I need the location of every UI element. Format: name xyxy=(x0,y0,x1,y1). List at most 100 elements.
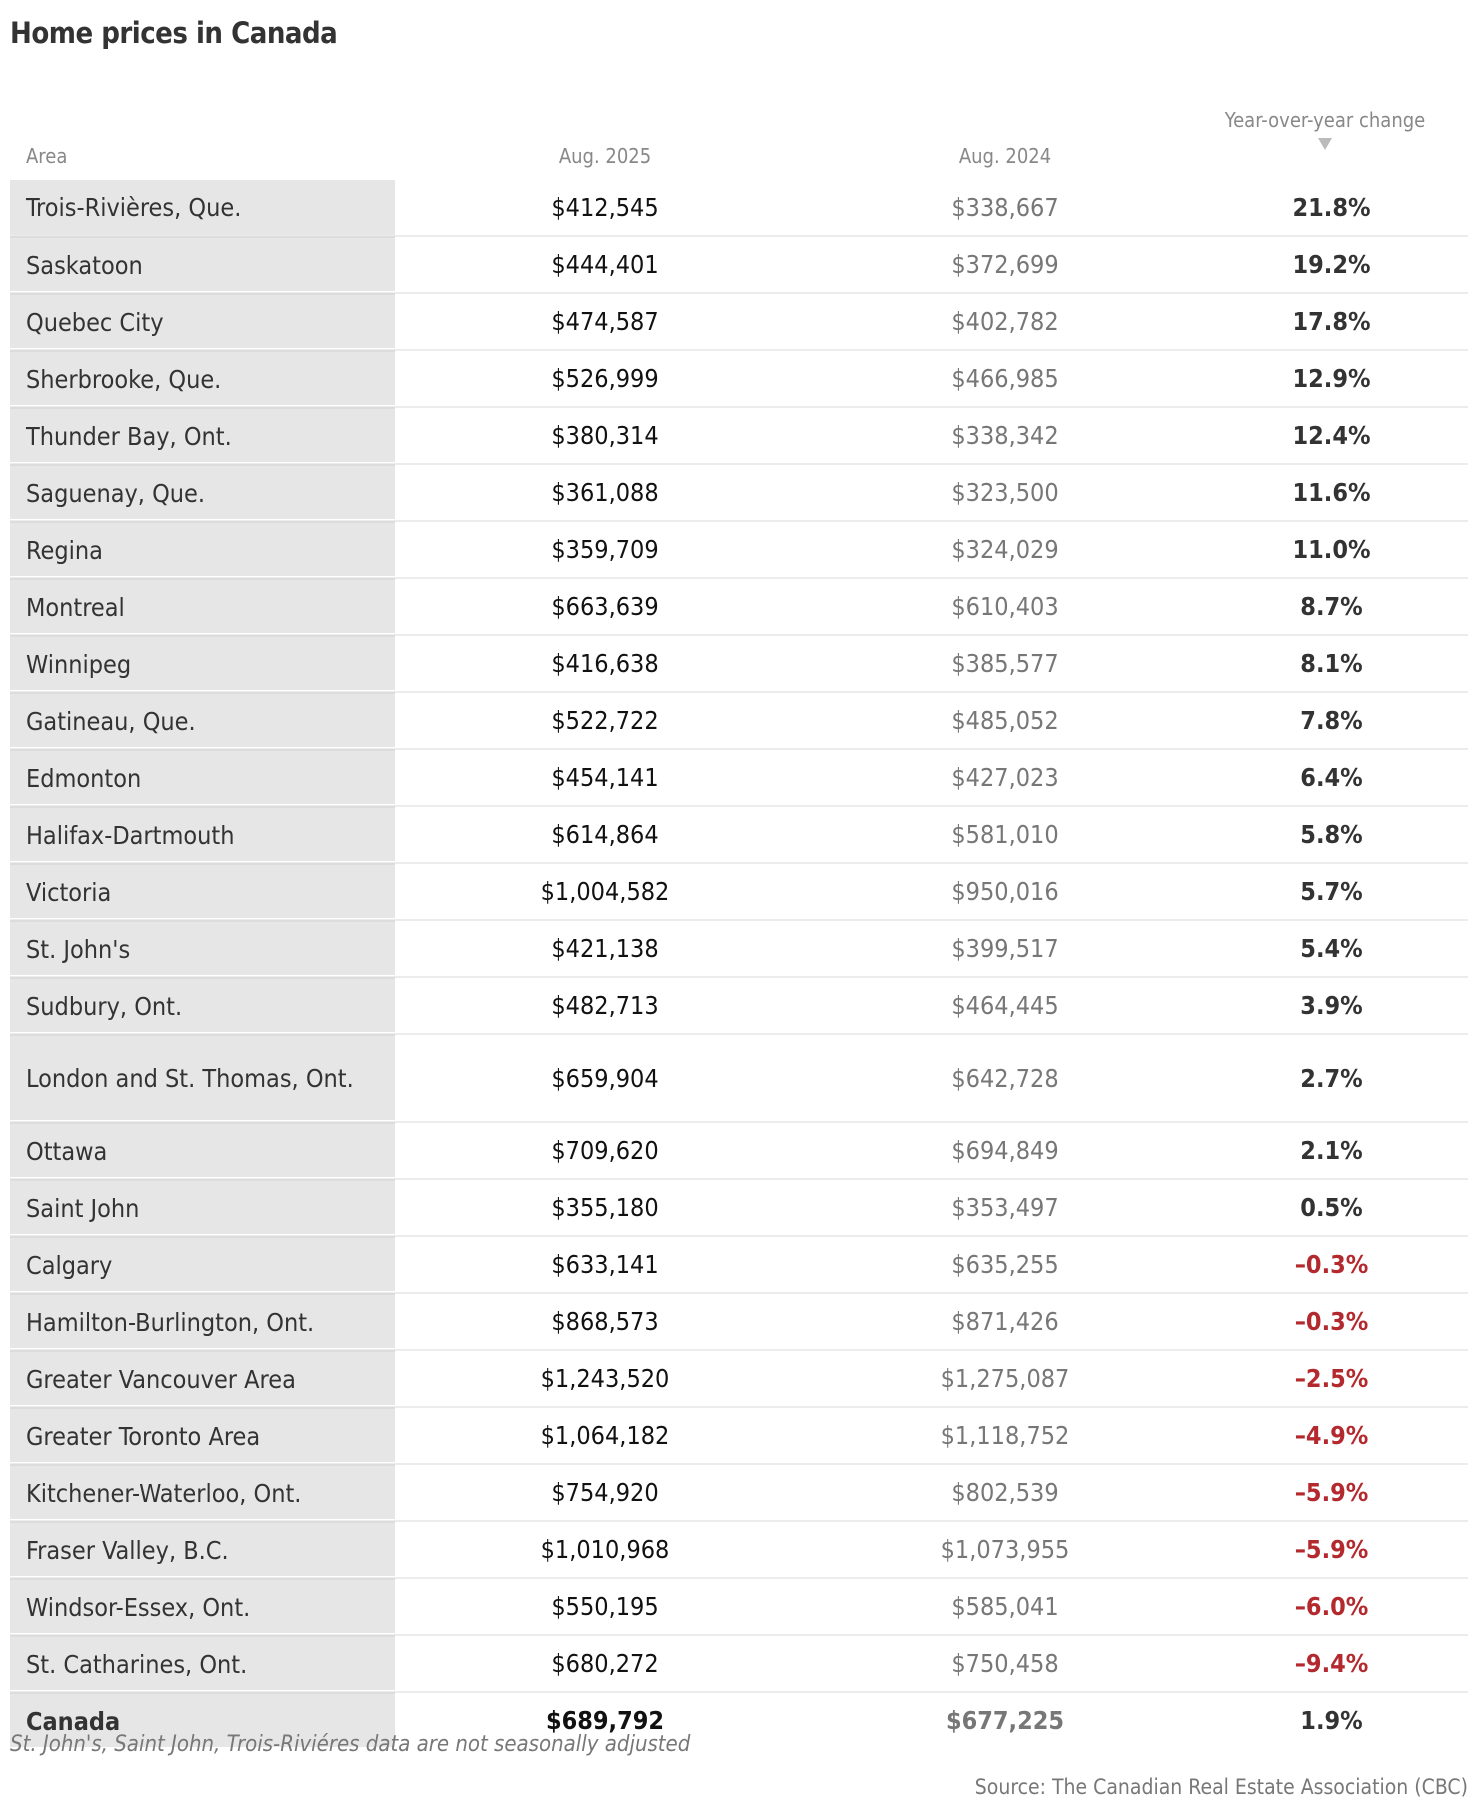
cell-aug-2024: $324,029 xyxy=(951,535,1059,564)
cell-area: Calgary xyxy=(10,1236,395,1291)
cell-aug-2025: $633,141 xyxy=(551,1250,659,1279)
cell-aug-2024: $871,426 xyxy=(951,1307,1059,1336)
cell-aug-2024: $1,118,752 xyxy=(940,1421,1070,1450)
cell-aug-2025: $380,314 xyxy=(551,421,659,450)
column-header-aug-2024[interactable]: Aug. 2024 xyxy=(958,144,1052,168)
cell-yoy-change: 3.9% xyxy=(1300,991,1363,1020)
cell-area: Trois-Rivières, Que. xyxy=(10,180,395,235)
cell-yoy-change: 5.7% xyxy=(1300,877,1363,906)
cell-aug-2024: $950,016 xyxy=(951,877,1059,906)
cell-yoy-change: 7.8% xyxy=(1300,706,1363,735)
footnote: St. John's, Saint John, Trois-Riviéres d… xyxy=(10,1732,691,1757)
table-row: St. Catharines, Ont. $680,272 $750,458 –9.4… xyxy=(10,1634,1468,1691)
cell-area: Halifax-Dartmouth xyxy=(10,806,395,861)
cell-aug-2024: $1,275,087 xyxy=(940,1364,1070,1393)
cell-yoy-change: 1.9% xyxy=(1300,1706,1363,1735)
cell-area: Hamilton-Burlington, Ont. xyxy=(10,1293,395,1348)
cell-aug-2024: $427,023 xyxy=(951,763,1059,792)
cell-aug-2025: $482,713 xyxy=(551,991,659,1020)
cell-aug-2025: $526,999 xyxy=(551,364,659,393)
cell-aug-2024: $802,539 xyxy=(951,1478,1059,1507)
table-body: Trois-Rivières, Que. $412,545 $338,667 21.8… xyxy=(10,180,1468,1691)
cell-aug-2025: $1,064,182 xyxy=(540,1421,670,1450)
cell-aug-2024: $385,577 xyxy=(951,649,1059,678)
cell-aug-2024: $402,782 xyxy=(951,307,1059,336)
cell-aug-2025: $614,864 xyxy=(551,820,659,849)
cell-aug-2024: $750,458 xyxy=(951,1649,1059,1678)
cell-area: Fraser Valley, B.C. xyxy=(10,1521,395,1576)
cell-area: Saint John xyxy=(10,1179,395,1234)
cell-aug-2024: $399,517 xyxy=(951,934,1059,963)
cell-area: Quebec City xyxy=(10,293,395,348)
cell-area: St. John's xyxy=(10,920,395,975)
table-row: Saint John $355,180 $353,497 0.5% xyxy=(10,1178,1468,1235)
cell-aug-2025: $355,180 xyxy=(551,1193,659,1222)
cell-aug-2024: $464,445 xyxy=(951,991,1059,1020)
cell-area: Montreal xyxy=(10,578,395,633)
cell-area: Edmonton xyxy=(10,749,395,804)
cell-yoy-change: 12.9% xyxy=(1292,364,1371,393)
cell-aug-2025: $359,709 xyxy=(551,535,659,564)
cell-aug-2025: $522,722 xyxy=(551,706,659,735)
table-row: Sherbrooke, Que. $526,999 $466,985 12.9% xyxy=(10,349,1468,406)
table-row: Montreal $663,639 $610,403 8.7% xyxy=(10,577,1468,634)
table-row: Regina $359,709 $324,029 11.0% xyxy=(10,520,1468,577)
cell-area: Thunder Bay, Ont. xyxy=(10,407,395,462)
cell-aug-2024: $353,497 xyxy=(951,1193,1059,1222)
cell-yoy-change: 2.7% xyxy=(1300,1063,1363,1093)
table-row: Edmonton $454,141 $427,023 6.4% xyxy=(10,748,1468,805)
cell-yoy-change: 5.8% xyxy=(1300,820,1363,849)
cell-area: London and St. Thomas, Ont. xyxy=(10,1034,395,1120)
cell-aug-2025: $454,141 xyxy=(551,763,659,792)
cell-yoy-change: –5.9% xyxy=(1294,1535,1369,1564)
cell-area: Greater Toronto Area xyxy=(10,1407,395,1462)
table-row: Thunder Bay, Ont. $380,314 $338,342 12.4% xyxy=(10,406,1468,463)
cell-area: Kitchener-Waterloo, Ont. xyxy=(10,1464,395,1519)
cell-yoy-change: –9.4% xyxy=(1294,1649,1369,1678)
cell-area: Canada xyxy=(10,1692,395,1747)
cell-aug-2024: $338,667 xyxy=(951,193,1059,222)
cell-yoy-change: –4.9% xyxy=(1294,1421,1369,1450)
table-row: Winnipeg $416,638 $385,577 8.1% xyxy=(10,634,1468,691)
cell-aug-2025: $754,920 xyxy=(551,1478,659,1507)
column-header-aug-2025[interactable]: Aug. 2025 xyxy=(558,144,652,168)
cell-aug-2024: $694,849 xyxy=(951,1136,1059,1165)
cell-aug-2024: $581,010 xyxy=(951,820,1059,849)
cell-yoy-change: 12.4% xyxy=(1292,421,1371,450)
column-header-yoy-label: Year-over-year change xyxy=(1224,108,1426,132)
cell-yoy-change: 2.1% xyxy=(1300,1136,1363,1165)
cell-area: Gatineau, Que. xyxy=(10,692,395,747)
cell-aug-2024: $635,255 xyxy=(951,1250,1059,1279)
table-row: Gatineau, Que. $522,722 $485,052 7.8% xyxy=(10,691,1468,748)
cell-aug-2024: $1,073,955 xyxy=(940,1535,1070,1564)
cell-aug-2025: $444,401 xyxy=(551,250,659,279)
cell-aug-2025: $421,138 xyxy=(551,934,659,963)
cell-aug-2025: $474,587 xyxy=(551,307,659,336)
cell-area: Ottawa xyxy=(10,1122,395,1177)
table-row: Calgary $633,141 $635,255 –0.3% xyxy=(10,1235,1468,1292)
column-header-yoy-change[interactable]: Year-over-year change xyxy=(1170,108,1478,150)
table-row: Trois-Rivières, Que. $412,545 $338,667 21.8… xyxy=(10,180,1468,235)
cell-aug-2025: $412,545 xyxy=(551,193,659,222)
column-header-area[interactable]: Area xyxy=(26,144,68,168)
table-row: Halifax-Dartmouth $614,864 $581,010 5.8% xyxy=(10,805,1468,862)
cell-area: Greater Vancouver Area xyxy=(10,1350,395,1405)
table-row: Victoria $1,004,582 $950,016 5.7% xyxy=(10,862,1468,919)
page-title: Home prices in Canada xyxy=(10,16,338,50)
cell-aug-2024: $642,728 xyxy=(951,1063,1059,1093)
table-row-total: Canada $689,792 $677,225 1.9% xyxy=(10,1691,1468,1748)
home-prices-table: Area Aug. 2025 Aug. 2024 Year-over-year … xyxy=(10,108,1468,1748)
cell-aug-2025: $416,638 xyxy=(551,649,659,678)
sort-descending-icon[interactable] xyxy=(1318,138,1332,150)
table-row: Windsor-Essex, Ont. $550,195 $585,041 –6.0% xyxy=(10,1577,1468,1634)
cell-yoy-change: –2.5% xyxy=(1294,1364,1369,1393)
table-row: Fraser Valley, B.C. $1,010,968 $1,073,955 –… xyxy=(10,1520,1468,1577)
cell-area: St. Catharines, Ont. xyxy=(10,1635,395,1690)
table-row: Quebec City $474,587 $402,782 17.8% xyxy=(10,292,1468,349)
table-header: Area Aug. 2025 Aug. 2024 Year-over-year … xyxy=(10,108,1468,180)
cell-aug-2025: $361,088 xyxy=(551,478,659,507)
cell-aug-2025: $663,639 xyxy=(551,592,659,621)
cell-area: Regina xyxy=(10,521,395,576)
cell-aug-2025: $689,792 xyxy=(545,1706,665,1735)
cell-aug-2024: $372,699 xyxy=(951,250,1059,279)
